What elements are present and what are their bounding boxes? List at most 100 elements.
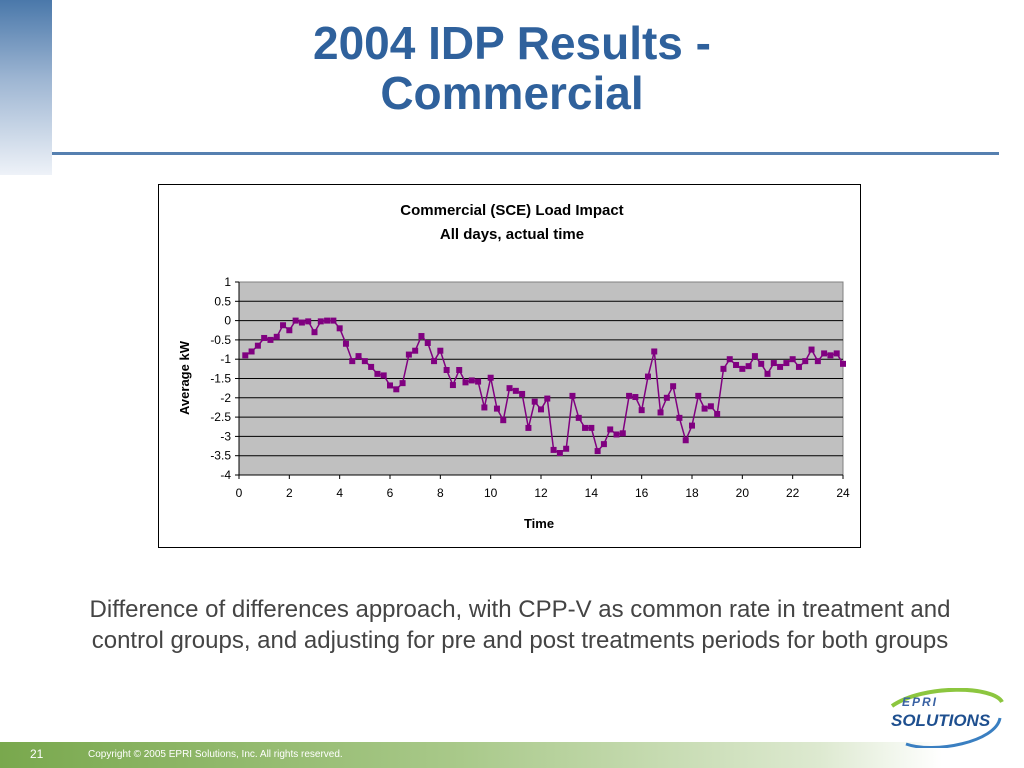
- data-point: [814, 358, 821, 365]
- data-point: [764, 370, 771, 377]
- data-point: [663, 394, 670, 401]
- data-point: [462, 379, 469, 386]
- logo-epri-text: EPRI: [902, 695, 939, 709]
- data-point: [550, 446, 557, 453]
- data-point: [292, 317, 299, 324]
- data-point: [368, 363, 375, 370]
- data-point: [399, 380, 406, 387]
- data-point: [544, 395, 551, 402]
- x-tick-label: 22: [786, 486, 800, 500]
- side-accent-bar: [0, 0, 52, 175]
- data-point: [286, 327, 293, 334]
- title-divider: [52, 152, 999, 155]
- data-point: [758, 360, 765, 367]
- x-tick-label: 18: [685, 486, 699, 500]
- data-point: [733, 361, 740, 368]
- data-point: [827, 352, 834, 359]
- data-point: [374, 370, 381, 377]
- chart-frame: Commercial (SCE) Load Impact All days, a…: [158, 184, 861, 548]
- data-point: [418, 333, 425, 340]
- data-point: [437, 347, 444, 354]
- y-tick-label: 0: [224, 314, 231, 328]
- slide-caption: Difference of differences approach, with…: [89, 596, 951, 654]
- data-point: [563, 445, 570, 452]
- load-impact-chart: Commercial (SCE) Load Impact All days, a…: [177, 202, 850, 531]
- data-point: [676, 414, 683, 421]
- slide-title-line2: Commercial: [380, 67, 644, 119]
- data-point: [600, 441, 607, 448]
- data-point: [714, 411, 721, 418]
- data-point: [361, 358, 368, 365]
- data-point: [575, 414, 582, 421]
- data-point: [802, 358, 809, 365]
- data-point: [424, 339, 431, 346]
- y-tick-label: -2: [220, 391, 231, 405]
- data-point: [506, 385, 513, 392]
- data-point: [751, 353, 758, 360]
- data-point: [456, 367, 463, 374]
- chart-title: Commercial (SCE) Load Impact: [400, 202, 623, 219]
- data-point: [556, 449, 563, 456]
- data-point: [393, 386, 400, 393]
- data-point: [569, 392, 576, 399]
- data-point: [582, 424, 589, 431]
- copyright-text: Copyright © 2005 EPRI Solutions, Inc. Al…: [88, 749, 343, 760]
- data-point: [273, 333, 280, 340]
- data-point: [525, 424, 532, 431]
- data-point: [701, 405, 708, 412]
- data-point: [651, 348, 658, 355]
- x-tick-label: 12: [534, 486, 548, 500]
- data-point: [317, 318, 324, 325]
- plot-layer: 10.50-0.5-1-1.5-2-2.5-3-3.5-40 2 4 6 8 10 12 14…: [210, 275, 850, 500]
- x-axis-label: Time: [524, 516, 554, 531]
- footer-bar: 21 Copyright © 2005 EPRI Solutions, Inc.…: [0, 742, 1024, 768]
- data-point: [349, 358, 356, 365]
- chart-subtitle: All days, actual time: [440, 226, 584, 243]
- page-number: 21: [30, 747, 44, 761]
- data-point: [789, 356, 796, 363]
- data-point: [682, 437, 689, 444]
- data-point: [770, 360, 777, 367]
- data-point: [777, 363, 784, 370]
- data-point: [468, 377, 475, 384]
- data-point: [405, 351, 412, 358]
- x-tick-label: 10: [484, 486, 498, 500]
- data-point: [324, 317, 331, 324]
- data-point: [380, 372, 387, 379]
- y-tick-label: -2.5: [210, 410, 231, 424]
- data-point: [613, 431, 620, 438]
- x-tick-label: 2: [286, 486, 293, 500]
- slide-title: 2004 IDP Results - Commercial: [60, 18, 964, 118]
- data-point: [342, 340, 349, 347]
- data-point: [261, 334, 268, 341]
- data-point: [707, 403, 714, 410]
- data-point: [689, 422, 695, 429]
- x-tick-label: 24: [836, 486, 850, 500]
- logo-solutions-text: SOLUTIONS: [891, 711, 991, 730]
- data-point: [493, 405, 500, 412]
- data-point: [670, 383, 677, 390]
- data-point: [267, 336, 274, 343]
- data-point: [795, 363, 802, 370]
- y-tick-label: -1.5: [210, 372, 231, 386]
- data-point: [355, 353, 362, 360]
- data-point: [248, 348, 255, 355]
- data-point: [720, 365, 727, 372]
- x-tick-label: 8: [437, 486, 444, 500]
- data-point: [821, 350, 828, 357]
- data-point: [726, 356, 733, 363]
- data-point: [475, 378, 482, 385]
- data-point: [242, 352, 249, 359]
- y-tick-label: -4: [220, 468, 231, 482]
- y-tick-label: -3: [220, 429, 231, 443]
- data-point: [808, 346, 815, 353]
- data-point: [739, 365, 746, 372]
- data-point: [298, 319, 305, 326]
- x-tick-label: 0: [236, 486, 243, 500]
- data-point: [254, 342, 261, 349]
- data-point: [311, 329, 318, 336]
- epri-solutions-logo: EPRI SOLUTIONS: [884, 688, 1014, 748]
- data-point: [487, 374, 494, 381]
- data-point: [449, 382, 456, 389]
- data-point: [412, 347, 419, 354]
